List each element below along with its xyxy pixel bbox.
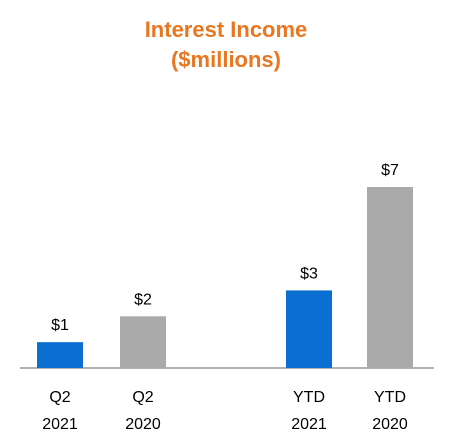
x-tick-label-line2-1: 2020	[125, 416, 161, 433]
chart-title: Interest Income	[144, 17, 308, 42]
x-tick-label-line1-3: YTD	[374, 389, 406, 406]
data-label-1: $2	[134, 291, 152, 308]
bar-2	[286, 290, 332, 368]
data-label-2: $3	[300, 265, 318, 282]
bar-0	[37, 342, 83, 368]
data-label-3: $7	[381, 162, 399, 179]
x-tick-label-line1-2: YTD	[293, 389, 325, 406]
x-tick-label-line1-0: Q2	[49, 389, 70, 406]
data-label-0: $1	[51, 317, 69, 334]
x-tick-label-line2-3: 2020	[372, 416, 408, 433]
x-tick-label-line2-0: 2021	[42, 416, 78, 433]
bar-3	[367, 187, 413, 368]
x-tick-label-line2-2: 2021	[291, 416, 327, 433]
x-tick-label-line1-1: Q2	[132, 389, 153, 406]
chart-subtitle: ($millions)	[170, 47, 281, 72]
bar-1	[120, 316, 166, 368]
